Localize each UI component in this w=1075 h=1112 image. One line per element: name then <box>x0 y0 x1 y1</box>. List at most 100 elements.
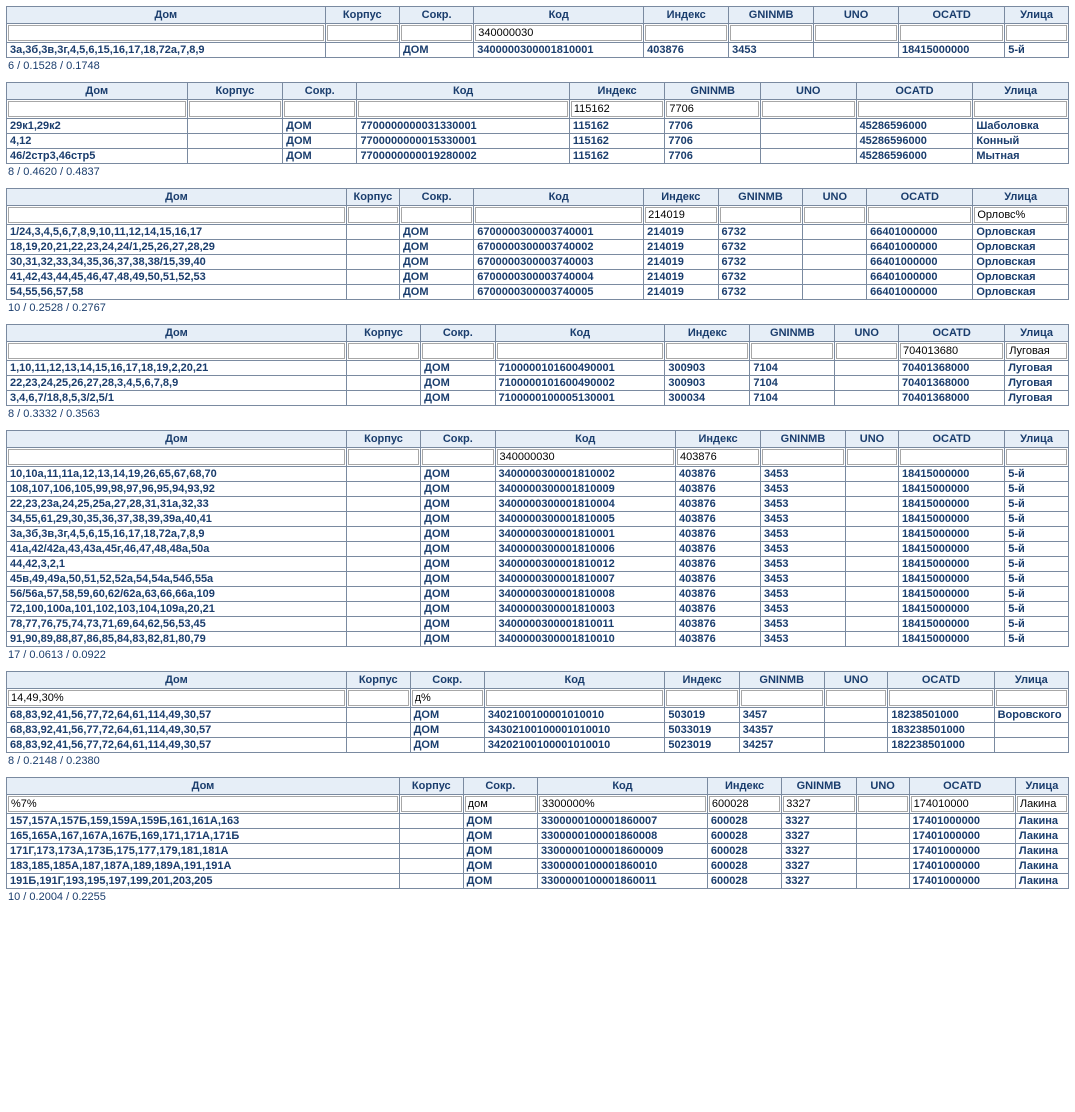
filter-input-kod[interactable] <box>358 101 567 117</box>
column-header[interactable]: OCATD <box>899 325 1005 342</box>
column-header[interactable]: Индекс <box>707 778 781 795</box>
filter-input-ocatd[interactable] <box>911 796 1014 812</box>
table-row[interactable]: 157,157А,157Б,159,159А,159Б,161,161А,163… <box>7 814 1069 829</box>
filter-input-gninmb[interactable] <box>751 343 833 359</box>
table-row[interactable]: 1/24,3,4,5,6,7,8,9,10,11,12,14,15,16,17Д… <box>7 225 1069 240</box>
column-header[interactable]: Дом <box>7 189 347 206</box>
column-header[interactable]: Улица <box>1005 7 1069 24</box>
filter-input-ocatd[interactable] <box>900 343 1003 359</box>
column-header[interactable]: Индекс <box>665 325 750 342</box>
filter-input-uno[interactable] <box>858 796 908 812</box>
filter-input-kod[interactable] <box>497 449 675 465</box>
filter-input-sokr[interactable] <box>465 796 536 812</box>
table-row[interactable]: 56/56а,57,58,59,60,62/62а,63,66,66а,109Д… <box>7 587 1069 602</box>
column-header[interactable]: Код <box>495 431 676 448</box>
column-header[interactable]: GNINMB <box>739 672 824 689</box>
column-header[interactable]: OCATD <box>899 431 1005 448</box>
filter-input-dom[interactable] <box>8 449 345 465</box>
filter-input-ocatd[interactable] <box>889 690 992 706</box>
table-row[interactable]: 54,55,56,57,58ДОМ67000003000037400052140… <box>7 285 1069 300</box>
filter-input-ocatd[interactable] <box>868 207 971 223</box>
table-row[interactable]: 44,42,3,2,1ДОМ34000003000018100124038763… <box>7 557 1069 572</box>
column-header[interactable]: Код <box>484 672 665 689</box>
filter-input-gninmb[interactable] <box>720 207 802 223</box>
column-header[interactable]: Дом <box>7 778 400 795</box>
filter-input-index[interactable] <box>645 207 716 223</box>
filter-input-street[interactable] <box>1006 449 1067 465</box>
table-row[interactable]: 10,10а,11,11а,12,13,14,19,26,65,67,68,70… <box>7 467 1069 482</box>
table-row[interactable]: 30,31,32,33,34,35,36,37,38,38/15,39,40ДО… <box>7 255 1069 270</box>
table-row[interactable]: 183,185,185А,187,187А,189,189А,191,191АД… <box>7 859 1069 874</box>
filter-input-kod[interactable] <box>475 207 642 223</box>
table-row[interactable]: 4,12ДОМ770000000001533000111516277064528… <box>7 134 1069 149</box>
column-header[interactable]: Индекс <box>644 189 718 206</box>
column-header[interactable]: UNO <box>845 431 898 448</box>
filter-input-gninmb[interactable] <box>730 25 812 41</box>
filter-input-korp[interactable] <box>348 207 398 223</box>
filter-input-street[interactable] <box>1017 796 1067 812</box>
column-header[interactable]: OCATD <box>856 83 973 100</box>
column-header[interactable]: Дом <box>7 431 347 448</box>
column-header[interactable]: Сокр. <box>283 83 357 100</box>
column-header[interactable]: GNINMB <box>729 7 814 24</box>
column-header[interactable]: UNO <box>835 325 899 342</box>
table-row[interactable]: 22,23,23а,24,25,25а,27,28,31,31а,32,33ДО… <box>7 497 1069 512</box>
column-header[interactable]: Код <box>474 189 644 206</box>
filter-input-korp[interactable] <box>348 690 409 706</box>
table-row[interactable]: 72,100,100а,101,102,103,104,109а,20,21ДО… <box>7 602 1069 617</box>
column-header[interactable]: Сокр. <box>399 7 473 24</box>
column-header[interactable]: OCATD <box>888 672 994 689</box>
filter-input-uno[interactable] <box>804 207 865 223</box>
filter-input-sokr[interactable] <box>422 449 493 465</box>
table-row[interactable]: 34,55,61,29,30,35,36,37,38,39,39а,40,41Д… <box>7 512 1069 527</box>
column-header[interactable]: Дом <box>7 83 188 100</box>
column-header[interactable]: Улица <box>973 189 1069 206</box>
table-row[interactable]: 1,10,11,12,13,14,15,16,17,18,19,2,20,21Д… <box>7 361 1069 376</box>
table-row[interactable]: 165,165А,167,167А,167Б,169,171,171А,171Б… <box>7 829 1069 844</box>
table-row[interactable]: 3,4,6,7/18,8,5,3/2,5/1ДОМ710000010000513… <box>7 391 1069 406</box>
filter-input-street[interactable] <box>1006 25 1067 41</box>
column-header[interactable]: OCATD <box>909 778 1015 795</box>
filter-input-index[interactable] <box>666 343 748 359</box>
filter-input-sokr[interactable] <box>401 207 472 223</box>
filter-input-ocatd[interactable] <box>900 25 1003 41</box>
filter-input-gninmb[interactable] <box>666 101 759 117</box>
filter-input-dom[interactable] <box>8 207 345 223</box>
column-header[interactable]: OCATD <box>899 7 1005 24</box>
filter-input-gninmb[interactable] <box>762 449 844 465</box>
filter-input-kod[interactable] <box>497 343 664 359</box>
column-header[interactable]: Улица <box>1005 431 1069 448</box>
column-header[interactable]: Сокр. <box>410 672 484 689</box>
filter-input-dom[interactable] <box>8 690 345 706</box>
column-header[interactable]: Корпус <box>325 7 399 24</box>
table-row[interactable]: 171Г,173,173А,173Б,175,177,179,181,181АД… <box>7 844 1069 859</box>
column-header[interactable]: UNO <box>760 83 856 100</box>
column-header[interactable]: Код <box>538 778 708 795</box>
column-header[interactable]: Индекс <box>665 672 739 689</box>
filter-input-ocatd[interactable] <box>900 449 1003 465</box>
filter-input-gninmb[interactable] <box>741 690 823 706</box>
column-header[interactable]: OCATD <box>867 189 973 206</box>
column-header[interactable]: Улица <box>1005 325 1069 342</box>
filter-input-sokr[interactable] <box>401 25 472 41</box>
filter-input-street[interactable] <box>974 207 1067 223</box>
filter-input-street[interactable] <box>996 690 1067 706</box>
column-header[interactable]: GNINMB <box>782 778 856 795</box>
column-header[interactable]: Код <box>474 7 644 24</box>
column-header[interactable]: Дом <box>7 325 347 342</box>
column-header[interactable]: Сокр. <box>421 431 495 448</box>
column-header[interactable]: Индекс <box>569 83 665 100</box>
filter-input-street[interactable] <box>1006 343 1067 359</box>
table-row[interactable]: 45в,49,49а,50,51,52,52а,54,54а,54б,55аДО… <box>7 572 1069 587</box>
table-row[interactable]: 3а,3б,3в,3г,4,5,6,15,16,17,18,72а,7,8,9Д… <box>7 43 1069 58</box>
column-header[interactable]: Сокр. <box>399 189 473 206</box>
filter-input-uno[interactable] <box>826 690 887 706</box>
table-row[interactable]: 68,83,92,41,56,77,72,64,61,114,49,30,57Д… <box>7 738 1069 753</box>
table-row[interactable]: 22,23,24,25,26,27,28,3,4,5,6,7,8,9ДОМ710… <box>7 376 1069 391</box>
filter-input-korp[interactable] <box>401 796 462 812</box>
column-header[interactable]: Улица <box>994 672 1068 689</box>
column-header[interactable]: GNINMB <box>760 431 845 448</box>
filter-input-index[interactable] <box>677 449 759 465</box>
column-header[interactable]: Улица <box>1015 778 1068 795</box>
filter-input-index[interactable] <box>571 101 664 117</box>
